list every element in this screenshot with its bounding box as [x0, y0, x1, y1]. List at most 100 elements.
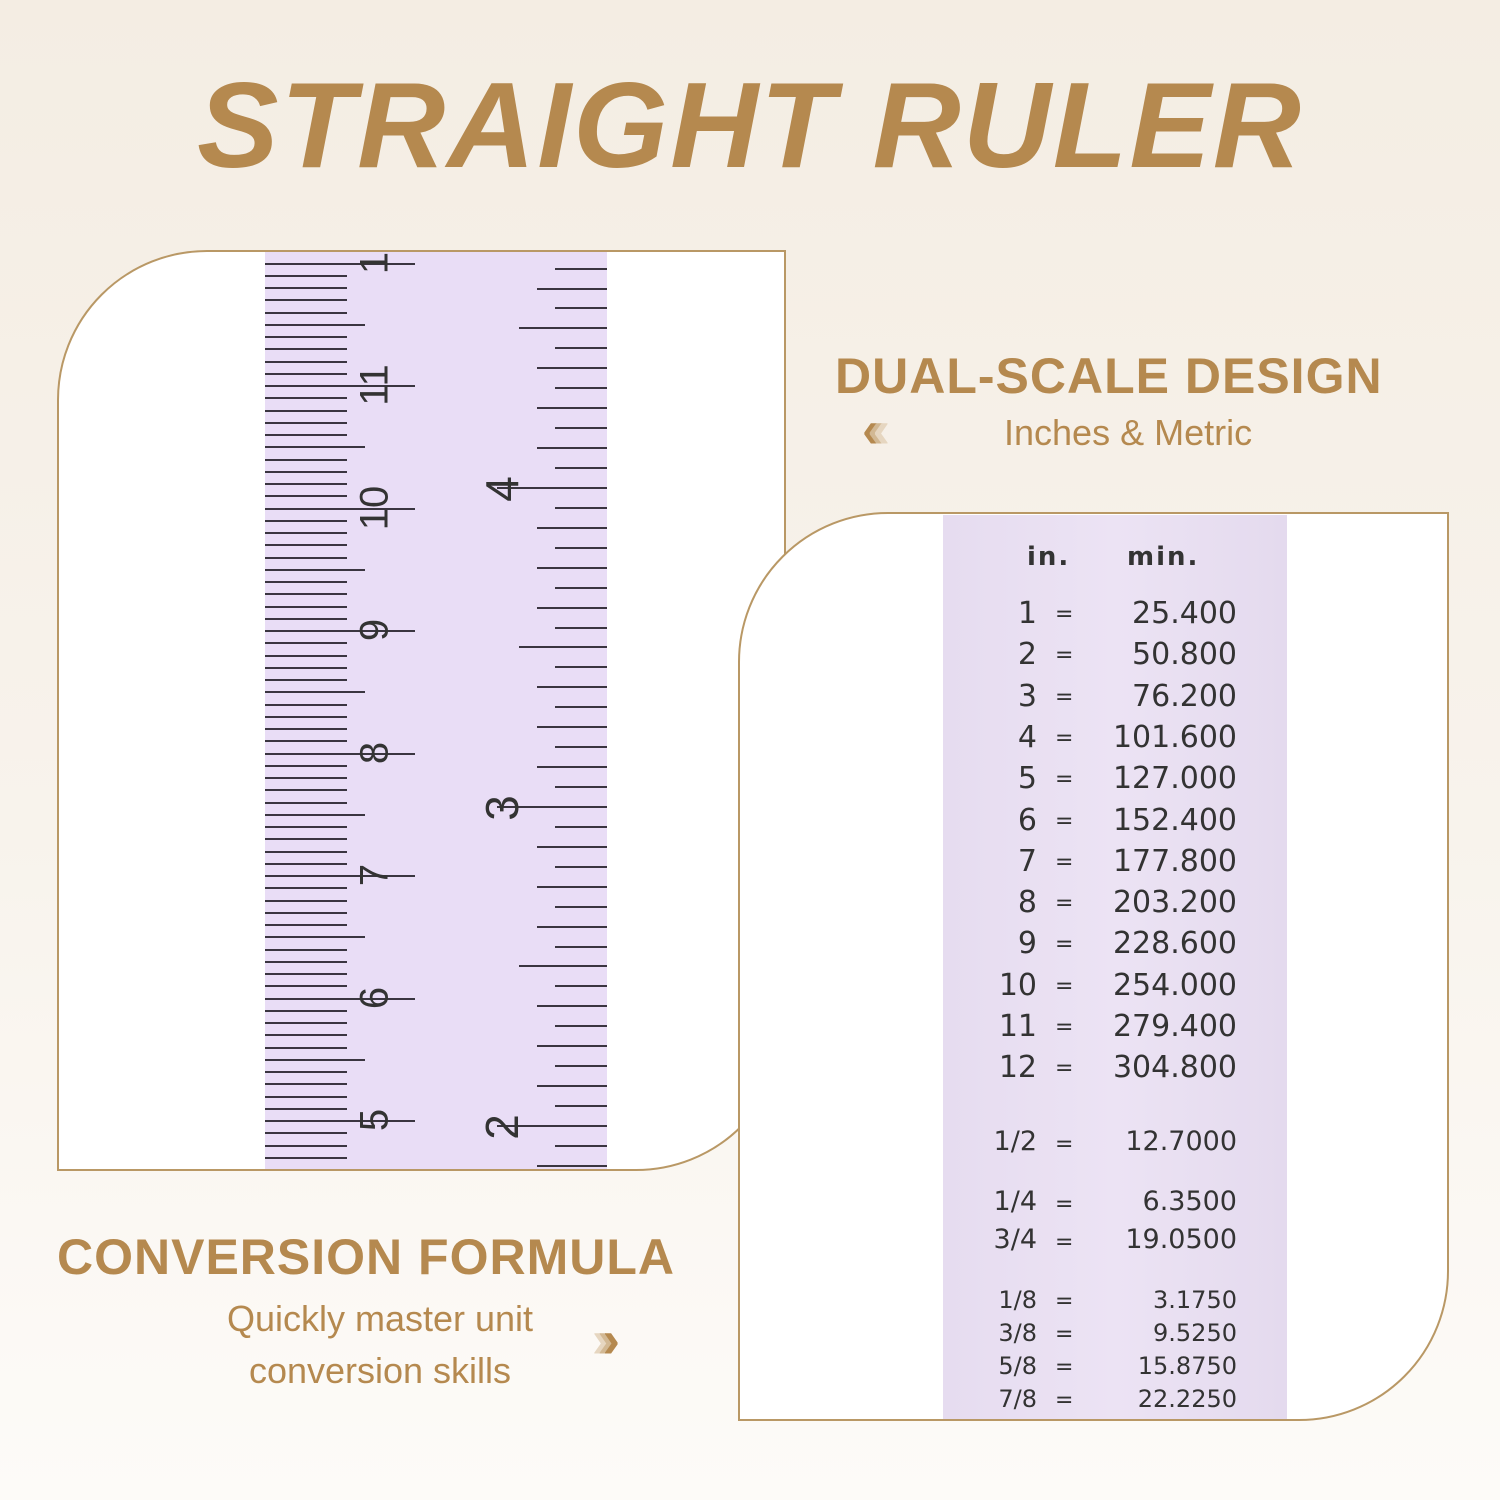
mm-value: 254.000: [1112, 967, 1237, 1003]
inch-tick: [555, 546, 607, 549]
inch-tick: [497, 805, 607, 808]
mm-tick: [265, 642, 347, 645]
mm-tick: [265, 1009, 347, 1012]
equals-sign: =: [1055, 1230, 1074, 1255]
mm-tick: [265, 421, 347, 424]
mm-tick: [265, 617, 347, 620]
conversion-heading: CONVERSION FORMULA: [57, 1229, 675, 1285]
equals-sign: =: [1055, 1289, 1074, 1314]
inch-tick: [537, 686, 607, 689]
mm-tick: [265, 715, 347, 718]
inch-tick: [555, 865, 607, 868]
mm-value: 279.400: [1112, 1009, 1237, 1044]
inch-tick: [555, 466, 607, 469]
mm-tick: [265, 544, 347, 547]
inch-label: 4: [476, 476, 528, 502]
inch-tick: [555, 307, 607, 310]
mm-tick: [265, 911, 347, 914]
mm-tick: [265, 1022, 347, 1024]
inch-value: 6: [1017, 802, 1037, 838]
inch-tick: [555, 1025, 607, 1028]
mm-tick: [265, 1071, 347, 1073]
mm-value: 177.800: [1112, 843, 1237, 879]
cm-label: 9: [352, 618, 397, 642]
mm-tick: [265, 336, 347, 338]
mm-tick: [265, 568, 365, 571]
equals-sign: =: [1055, 973, 1074, 999]
inch-tick: [555, 586, 607, 589]
mm-tick: [265, 323, 365, 326]
inch-value: 1: [1017, 596, 1037, 631]
mm-tick: [265, 1046, 347, 1049]
mm-tick: [265, 630, 415, 632]
mm-tick: [265, 409, 347, 412]
mm-tick: [265, 519, 347, 522]
dual-scale-heading: DUAL-SCALE DESIGN: [835, 348, 1383, 404]
conversion-table: in. min. 1 = 25.400 2 = 50.800 3 = 76.200 4 = 101.60…: [943, 515, 1287, 1419]
mm-tick: [265, 740, 347, 743]
inch-value: 2: [1017, 637, 1037, 673]
inch-tick: [519, 646, 607, 649]
mm-tick: [265, 1058, 365, 1061]
inch-tick: [555, 387, 607, 390]
mm-value: 6.3500: [1142, 1186, 1237, 1217]
inch-value: 4: [1017, 719, 1037, 755]
equals-sign: =: [1055, 684, 1074, 710]
inch-tick: [537, 845, 607, 848]
mm-tick: [265, 679, 347, 681]
dual-scale-subtitle: Inches & Metric: [1004, 412, 1253, 453]
cm-label: 6: [352, 986, 397, 1009]
mm-tick: [265, 728, 347, 730]
mm-tick: [265, 372, 347, 375]
ruler-scale: 5 6 7 8 9 10 11 1 2 3 4: [265, 252, 607, 1169]
inch-tick: [555, 985, 607, 988]
mm-tick: [265, 997, 415, 1000]
inch-tick: [555, 626, 607, 629]
mm-value: 12.7000: [1125, 1126, 1237, 1157]
inch-value: 10: [998, 967, 1037, 1003]
mm-tick: [265, 385, 415, 387]
mm-tick: [265, 299, 347, 302]
inch-tick: [555, 347, 607, 350]
cm-label: 7: [352, 863, 397, 887]
mm-tick: [265, 703, 347, 706]
mm-tick: [265, 446, 365, 449]
mm-tick: [265, 1083, 347, 1086]
mm-tick: [265, 887, 347, 890]
inch-tick: [555, 945, 607, 948]
mm-tick: [265, 973, 347, 975]
mm-value: 50.800: [1132, 637, 1237, 673]
inch-value: 5: [1017, 761, 1037, 797]
inch-tick: [519, 327, 607, 330]
mm-value: 19.0500: [1125, 1224, 1237, 1255]
mm-tick: [265, 1156, 347, 1159]
mm-tick: [265, 1132, 347, 1135]
inch-tick: [555, 786, 607, 789]
mm-tick: [265, 826, 347, 828]
page-title: STRAIGHT RULER: [197, 57, 1303, 193]
equals-sign: =: [1055, 602, 1074, 627]
mm-tick: [265, 311, 347, 314]
mm-tick: [265, 1120, 415, 1122]
mm-tick: [265, 348, 347, 351]
equals-sign: =: [1055, 808, 1074, 834]
equals-sign: =: [1055, 643, 1074, 669]
equals-sign: =: [1055, 725, 1074, 751]
mm-tick: [265, 801, 347, 804]
mm-tick: [265, 458, 347, 461]
mm-tick: [265, 274, 347, 277]
mm-tick: [265, 556, 347, 559]
mm-tick: [265, 262, 415, 265]
mm-tick: [265, 985, 347, 988]
inch-tick: [555, 506, 607, 509]
inch-tick: [555, 1105, 607, 1108]
equals-sign: =: [1055, 1355, 1074, 1380]
chevrons-left-icon: ‹‹‹: [862, 401, 891, 459]
mm-value: 304.800: [1112, 1050, 1237, 1086]
mm-value: 9.5250: [1153, 1319, 1237, 1347]
inch-value: 7/8: [998, 1385, 1037, 1413]
inch-tick: [537, 766, 607, 769]
inch-tick: [497, 1125, 607, 1127]
equals-sign: =: [1055, 767, 1074, 793]
conversion-subtitle-1: Quickly master unit: [226, 1298, 534, 1339]
